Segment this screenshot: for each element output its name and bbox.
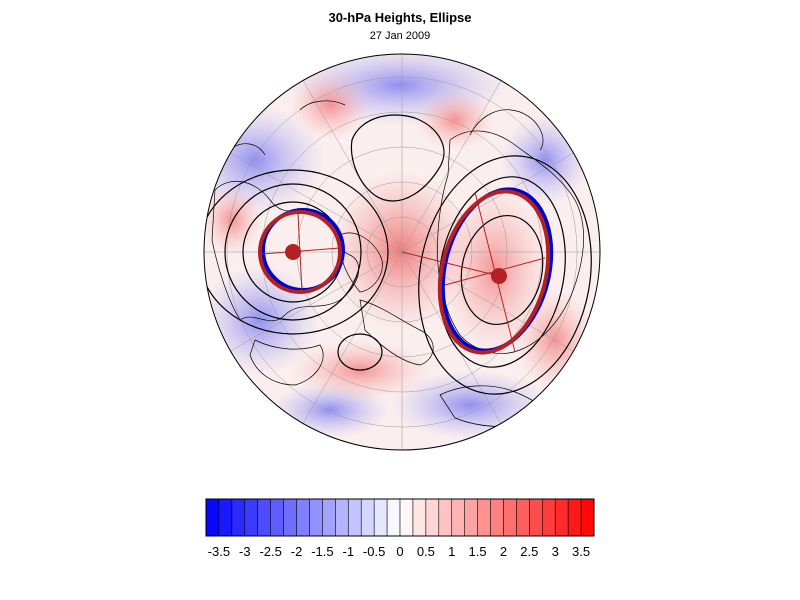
colorbar-tick-label: 1 [448, 544, 455, 559]
colorbar-cell [309, 498, 323, 537]
colorbar-cell [218, 498, 233, 537]
colorbar-cell [464, 498, 479, 537]
colorbar-cell [567, 498, 582, 537]
colorbar-cell [490, 498, 504, 537]
map-boundary [203, 53, 601, 451]
colorbar-tick-label: -1.5 [311, 544, 333, 559]
colorbar-tick-label: -2 [291, 544, 303, 559]
colorbar-tick-label: 0.5 [417, 544, 435, 559]
colorbar-tick-label: 3 [552, 544, 559, 559]
colorbar-frame [205, 498, 595, 537]
map-date: 27 Jan 2009 [369, 30, 431, 42]
vortex-center-marker [491, 268, 507, 284]
vortex-center-marker [285, 244, 301, 260]
colorbar-cell [541, 498, 556, 537]
colorbar-cell [412, 498, 427, 537]
colorbar-cell [516, 498, 530, 537]
colorbar-cell [283, 498, 298, 537]
vortex-ellipses [258, 187, 554, 355]
colorbar-cell [322, 498, 336, 537]
colorbar-tick-label: 3.5 [572, 544, 590, 559]
colorbar-cell [554, 498, 569, 537]
colorbar-tick-label: 0 [396, 544, 403, 559]
colorbar-tick-label: -3 [239, 544, 251, 559]
colorbar-cell [335, 498, 349, 537]
colorbar-tick-label: -2.5 [259, 544, 281, 559]
colorbar-cell [477, 498, 492, 537]
colorbar-cells [205, 498, 595, 537]
colorbar-tick-label: 2 [500, 544, 507, 559]
colorbar-cell [205, 498, 220, 537]
colorbar-tick-label: 2.5 [520, 544, 538, 559]
colorbar-cell [399, 498, 414, 537]
colorbar-cell [347, 498, 362, 537]
colorbar-tick-label: -1 [342, 544, 354, 559]
colorbar-cell [296, 498, 310, 537]
colorbar-cell [373, 498, 388, 537]
colorbar-cell [451, 498, 466, 537]
colorbar-cell [529, 498, 543, 537]
colorbar-tick-label: -0.5 [363, 544, 385, 559]
colorbar-cell [386, 498, 401, 537]
colorbar-tick-label: 1.5 [469, 544, 487, 559]
map-title: 30-hPa Heights, Ellipse [328, 10, 472, 25]
colorbar-cell [360, 498, 375, 537]
colorbar-cell [270, 498, 285, 537]
colorbar-cell [425, 498, 440, 537]
colorbar-labels: -3.5 -3 -2.5 -2 -1.5 -1 -0.5 0 0.5 1 1.5 2 2.5 3 3.5 [208, 544, 590, 559]
colorbar-tick-label: -3.5 [208, 544, 230, 559]
colorbar-cell [503, 498, 517, 537]
colorbar-cell [231, 498, 246, 537]
colorbar-cell [244, 498, 259, 537]
colorbar-cell [257, 498, 272, 537]
colorbar-cell [438, 498, 453, 537]
colorbar-cell [580, 498, 595, 537]
